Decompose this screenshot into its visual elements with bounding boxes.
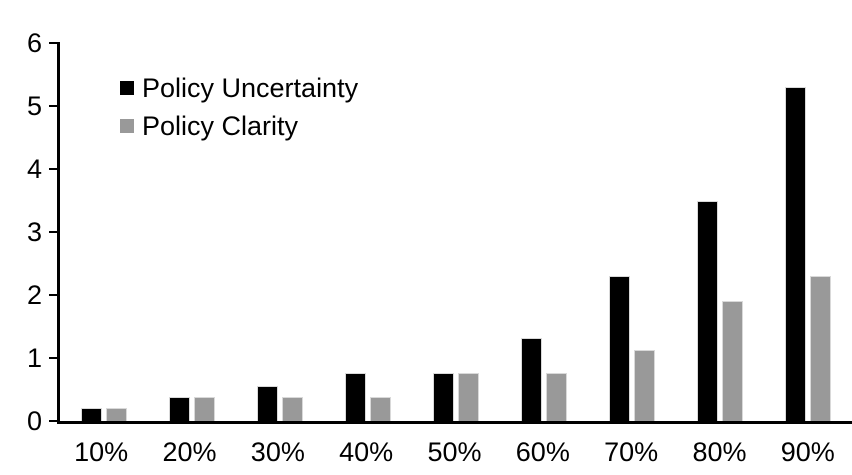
- bar-group: [500, 43, 588, 421]
- y-axis-tick-label: 1: [26, 343, 42, 373]
- y-axis-tick-mark: [49, 42, 60, 44]
- plot-area: Policy Uncertainty Policy Clarity: [49, 42, 852, 424]
- x-axis-tick-label: 30%: [250, 437, 305, 467]
- bar-policy-clarity: [458, 373, 479, 421]
- bar-policy-clarity: [282, 397, 303, 421]
- bar-policy-uncertainty: [257, 385, 278, 421]
- x-axis-tick-label: 40%: [339, 437, 394, 467]
- bar-policy-uncertainty: [345, 373, 366, 421]
- x-axis-labels: 10% 20% 30% 40% 50% 60% 70% 80% 90%: [57, 436, 852, 468]
- bar-group: [236, 43, 324, 421]
- y-axis-tick-label: 0: [26, 406, 42, 436]
- x-axis-tick-label: 60%: [515, 437, 570, 467]
- bar-policy-uncertainty: [521, 337, 542, 421]
- y-axis-tick-mark: [49, 294, 60, 296]
- x-axis-tick-label: 70%: [604, 437, 659, 467]
- x-axis-tick-label: 90%: [780, 437, 835, 467]
- bar-policy-clarity: [722, 301, 743, 421]
- bar-policy-clarity: [546, 373, 567, 421]
- bar-policy-clarity: [810, 276, 831, 421]
- legend-label: Policy Clarity: [142, 111, 299, 141]
- legend-swatch-icon: [120, 119, 134, 133]
- bar-policy-uncertainty: [609, 276, 630, 421]
- y-axis-tick-label: 4: [26, 154, 42, 184]
- bar-group: [676, 43, 764, 421]
- legend: Policy Uncertainty Policy Clarity: [120, 69, 358, 145]
- x-axis-tick-label: 10%: [74, 437, 129, 467]
- bar-group: [324, 43, 412, 421]
- bar-policy-uncertainty: [433, 373, 454, 421]
- legend-label: Policy Uncertainty: [142, 73, 359, 103]
- bar-group: [148, 43, 236, 421]
- bar-policy-uncertainty: [697, 200, 718, 421]
- legend-item: Policy Clarity: [120, 107, 358, 145]
- bar-policy-uncertainty: [169, 397, 190, 421]
- y-axis-tick-mark: [49, 231, 60, 233]
- bar-policy-clarity: [370, 397, 391, 421]
- bar-group: [60, 43, 148, 421]
- y-axis-tick-label: 2: [26, 280, 42, 310]
- bar-group: [588, 43, 676, 421]
- bar-group: [412, 43, 500, 421]
- x-axis-tick-label: 80%: [692, 437, 747, 467]
- bar-groups: [60, 43, 852, 421]
- x-axis-tick-label: 50%: [427, 437, 482, 467]
- bar-policy-clarity: [194, 397, 215, 421]
- bar-group: [764, 43, 852, 421]
- bar-policy-uncertainty: [785, 87, 806, 421]
- y-axis-tick-label: 5: [26, 91, 42, 121]
- bar-policy-clarity: [634, 349, 655, 421]
- bar-policy-uncertainty: [81, 408, 102, 421]
- y-axis-tick-label: 3: [26, 217, 42, 247]
- bar-policy-clarity: [106, 408, 127, 421]
- y-axis-tick-mark: [49, 168, 60, 170]
- y-axis-tick-label: 6: [26, 28, 42, 58]
- y-axis-tick-mark: [49, 420, 60, 422]
- legend-swatch-icon: [120, 81, 134, 95]
- x-axis-tick-label: 20%: [162, 437, 217, 467]
- legend-item: Policy Uncertainty: [120, 69, 358, 107]
- y-axis-tick-mark: [49, 105, 60, 107]
- y-axis-tick-mark: [49, 357, 60, 359]
